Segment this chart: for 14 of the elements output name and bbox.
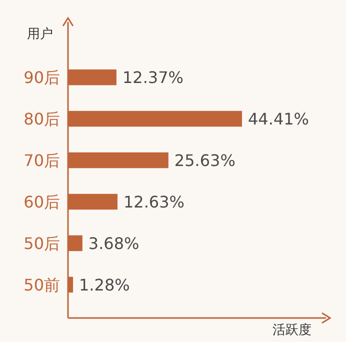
y-tick-label: 50前: [24, 275, 60, 294]
x-axis-title: 活跃度: [272, 322, 312, 338]
y-tick-label: 50后: [24, 234, 60, 253]
data-label: 12.37%: [122, 68, 184, 88]
y-axis-title: 用户: [27, 27, 53, 42]
data-label: 25.63%: [174, 151, 236, 170]
data-label: 12.63%: [123, 192, 184, 212]
y-tick-label: 60后: [24, 192, 60, 212]
data-label: 1.28%: [79, 275, 130, 294]
data-label: 3.68%: [88, 234, 140, 253]
y-tick-label: 80后: [24, 110, 60, 129]
y-tick-label: 70后: [24, 151, 60, 170]
y-tick-label: 90后: [24, 68, 60, 88]
data-label: 44.41%: [248, 110, 310, 129]
